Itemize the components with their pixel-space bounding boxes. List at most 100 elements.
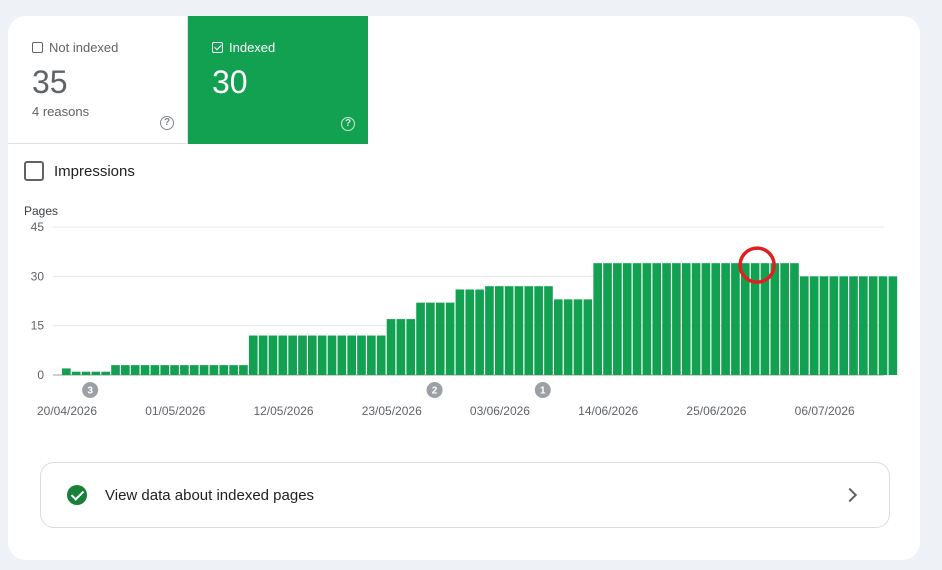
chart-bar: [327, 335, 337, 375]
annotation-label: 3: [87, 386, 93, 397]
chevron-right-icon: [842, 487, 858, 503]
chart-bar: [81, 371, 91, 375]
check-circle-icon: [67, 485, 87, 505]
chart-bar: [367, 335, 376, 375]
chart-bar: [563, 299, 573, 375]
chart-bar: [829, 276, 839, 375]
chart-bar: [593, 263, 602, 375]
chart-bar: [819, 276, 829, 375]
chart-bar: [888, 276, 898, 375]
x-tick-label: 01/05/2026: [145, 404, 205, 418]
y-axis-label: Pages: [24, 204, 59, 218]
view-indexed-pages-label: View data about indexed pages: [105, 486, 315, 504]
chart-bar: [554, 299, 563, 375]
y-tick-label: 30: [31, 269, 45, 283]
chart-bar: [121, 365, 130, 375]
chart-bar: [711, 263, 721, 375]
chart-bar: [209, 365, 219, 375]
chart-bar: [416, 302, 425, 375]
not-indexed-checkbox[interactable]: [32, 42, 43, 53]
chart-bar: [180, 365, 189, 375]
indexed-checkbox[interactable]: [212, 42, 223, 53]
chart-bar: [288, 335, 297, 375]
chart-bar: [435, 302, 445, 375]
chart-bar: [514, 286, 524, 375]
chart-bar: [642, 263, 652, 375]
x-tick-label: 23/05/2026: [362, 404, 422, 418]
chart-bar: [406, 319, 416, 375]
chart-bar: [357, 335, 366, 375]
chart-bar: [298, 335, 307, 375]
chart-bar: [101, 371, 110, 375]
chart-bar: [859, 276, 868, 375]
help-icon[interactable]: ?: [341, 117, 355, 131]
not-indexed-count: 35: [32, 64, 68, 100]
chart-bar: [268, 335, 278, 375]
chart-bar: [524, 286, 534, 375]
chart-bar: [475, 289, 484, 375]
chart-bar: [534, 286, 543, 375]
tab-indexed-label: Indexed: [229, 40, 276, 55]
x-tick-label: 25/06/2026: [686, 404, 746, 418]
annotation-marker: [534, 382, 551, 398]
chart-bar: [809, 276, 819, 375]
chart-bar: [426, 302, 435, 375]
chart-bar: [672, 263, 681, 375]
impressions-checkbox[interactable]: [24, 161, 44, 181]
chart-bar: [662, 263, 671, 375]
tab-indexed-header: Indexed: [212, 40, 275, 55]
chart-bar: [337, 335, 347, 375]
chart-bar: [248, 335, 258, 375]
help-icon[interactable]: ?: [160, 116, 174, 130]
chart-bar: [701, 263, 711, 375]
chart-bar: [91, 371, 101, 375]
impressions-toggle[interactable]: Impressions: [24, 161, 135, 181]
indexed-count: 30: [212, 64, 248, 100]
chart-bar: [504, 286, 514, 375]
annotation-label: 2: [432, 386, 438, 397]
impressions-label: Impressions: [54, 162, 135, 180]
chart-bar: [71, 371, 81, 375]
chart-bar: [790, 263, 799, 375]
chart-bar: [691, 263, 701, 375]
annotation-marker: [426, 382, 443, 398]
chart-bar: [740, 263, 750, 375]
chart-bar: [839, 276, 848, 375]
x-tick-label: 14/06/2026: [578, 404, 638, 418]
chart-bar: [652, 263, 662, 375]
chart-bar: [386, 319, 396, 375]
y-tick-label: 45: [31, 220, 45, 234]
chart-bar: [721, 263, 730, 375]
chart-bar: [278, 335, 288, 375]
chart-bar: [376, 335, 386, 375]
chart-bar: [849, 276, 858, 375]
x-tick-label: 20/04/2026: [37, 404, 97, 418]
chart-bar: [140, 365, 150, 375]
chart-bar: [494, 286, 504, 375]
highlight-circle: [738, 246, 776, 284]
chart-bar: [465, 289, 475, 375]
chart-bar: [613, 263, 622, 375]
y-tick-label: 15: [31, 319, 45, 333]
chart-bar: [573, 299, 583, 375]
chart-bar: [681, 263, 691, 375]
chart-bar: [868, 276, 878, 375]
chart-bar: [111, 365, 120, 375]
chart-bar: [347, 335, 356, 375]
chart-bar: [878, 276, 888, 375]
chart-bar: [731, 263, 740, 375]
view-indexed-pages-button[interactable]: View data about indexed pages: [40, 462, 890, 528]
chart-bar: [160, 365, 170, 375]
chart-bar: [258, 335, 268, 375]
tab-not-indexed[interactable]: Not indexed 35 4 reasons ?: [8, 16, 188, 144]
chart-bar: [603, 263, 612, 375]
chart-bar: [622, 263, 632, 375]
tab-indexed[interactable]: Indexed 30 ?: [188, 16, 368, 144]
chart-bar: [199, 365, 209, 375]
chart-bar: [150, 365, 160, 375]
x-tick-label: 06/07/2026: [795, 404, 855, 418]
chart-bar: [455, 289, 465, 375]
chart-bar: [189, 365, 199, 375]
chart-bar: [632, 263, 642, 375]
chart-bar: [308, 335, 317, 375]
